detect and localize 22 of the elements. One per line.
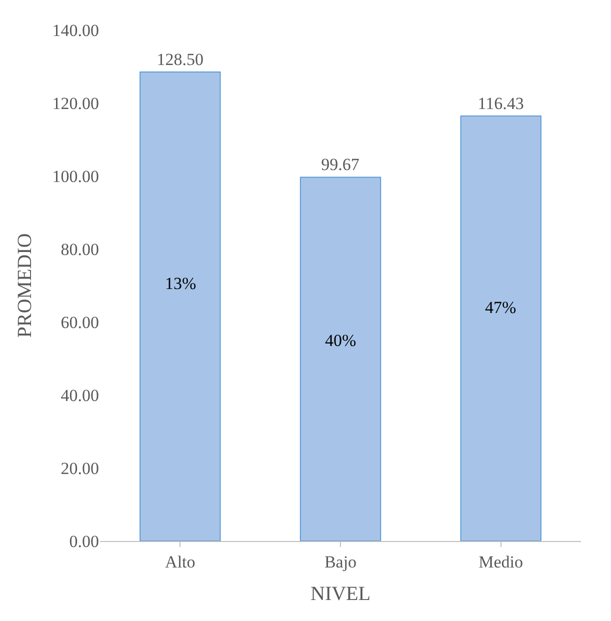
y-axis-title: PROMEDIO: [14, 233, 36, 338]
annotation: 47%: [485, 298, 516, 317]
x-tick-label: Alto: [165, 552, 196, 572]
data-label: 99.67: [321, 155, 360, 174]
annotation: 13%: [165, 274, 196, 293]
data-label: 116.43: [478, 94, 524, 114]
y-tick-label: 60.00: [60, 312, 99, 332]
x-tick-label: Medio: [478, 552, 524, 572]
y-tick-label: 20.00: [60, 458, 99, 478]
y-tick-label: 0.00: [69, 532, 99, 551]
x-tick-label: Bajo: [324, 552, 357, 572]
y-tick-label: 100.00: [52, 166, 99, 186]
y-tick-label: 40.00: [60, 386, 99, 405]
y-tick-label: 120.00: [52, 94, 99, 113]
data-label: 128.50: [156, 50, 204, 69]
annotation: 40%: [325, 331, 356, 350]
bar: [460, 116, 542, 541]
y-tick-label: 80.00: [60, 240, 99, 259]
bar: [140, 71, 221, 541]
bar: [300, 176, 382, 541]
y-tick-label: 140.00: [52, 20, 99, 40]
x-axis-title: NIVEL: [310, 582, 370, 605]
